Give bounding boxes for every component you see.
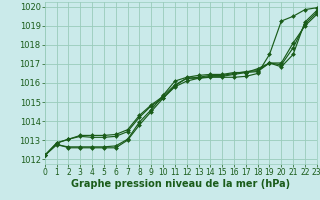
X-axis label: Graphe pression niveau de la mer (hPa): Graphe pression niveau de la mer (hPa) xyxy=(71,179,290,189)
